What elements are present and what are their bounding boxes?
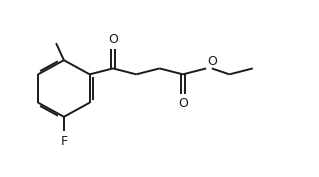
Text: O: O — [178, 97, 188, 110]
Text: F: F — [60, 135, 67, 148]
Text: O: O — [108, 33, 118, 46]
Text: O: O — [208, 55, 218, 68]
